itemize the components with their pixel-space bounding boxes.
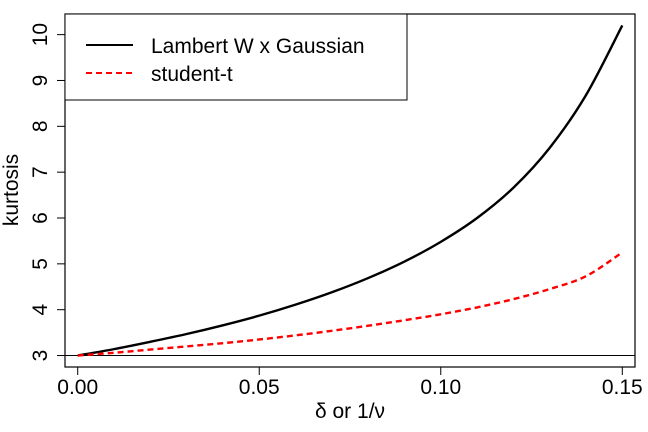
series-line-0 <box>77 24 624 357</box>
legend-label-student-t: student-t <box>151 63 233 86</box>
y-tick-label: 7 <box>29 166 52 178</box>
y-tick-label: 8 <box>29 120 52 132</box>
x-axis-title-nu: ν <box>375 400 386 423</box>
y-tick-label: 10 <box>29 23 52 46</box>
y-axis-title: kurtosis <box>0 154 23 226</box>
x-tick-label: 0.15 <box>602 376 643 399</box>
legend-box <box>64 13 408 101</box>
legend-label-lambert: Lambert W x Gaussian <box>151 35 365 58</box>
x-axis-title-mid: or 1/ <box>327 400 375 423</box>
series-line-1 <box>77 251 623 357</box>
legend: Lambert W x Gaussian student-t <box>64 13 408 101</box>
x-tick-label: 0.00 <box>57 376 98 399</box>
x-axis-title-delta: δ <box>315 400 327 423</box>
y-tick-label: 6 <box>29 212 52 224</box>
x-axis-title: δ or 1/ν <box>315 400 385 423</box>
y-tick-label: 9 <box>29 75 52 87</box>
x-tick-label: 0.05 <box>239 376 280 399</box>
x-tick-label: 0.10 <box>420 376 461 399</box>
y-tick-label: 4 <box>29 304 52 316</box>
y-tick-label: 3 <box>29 350 52 362</box>
y-tick-label: 5 <box>29 258 52 270</box>
